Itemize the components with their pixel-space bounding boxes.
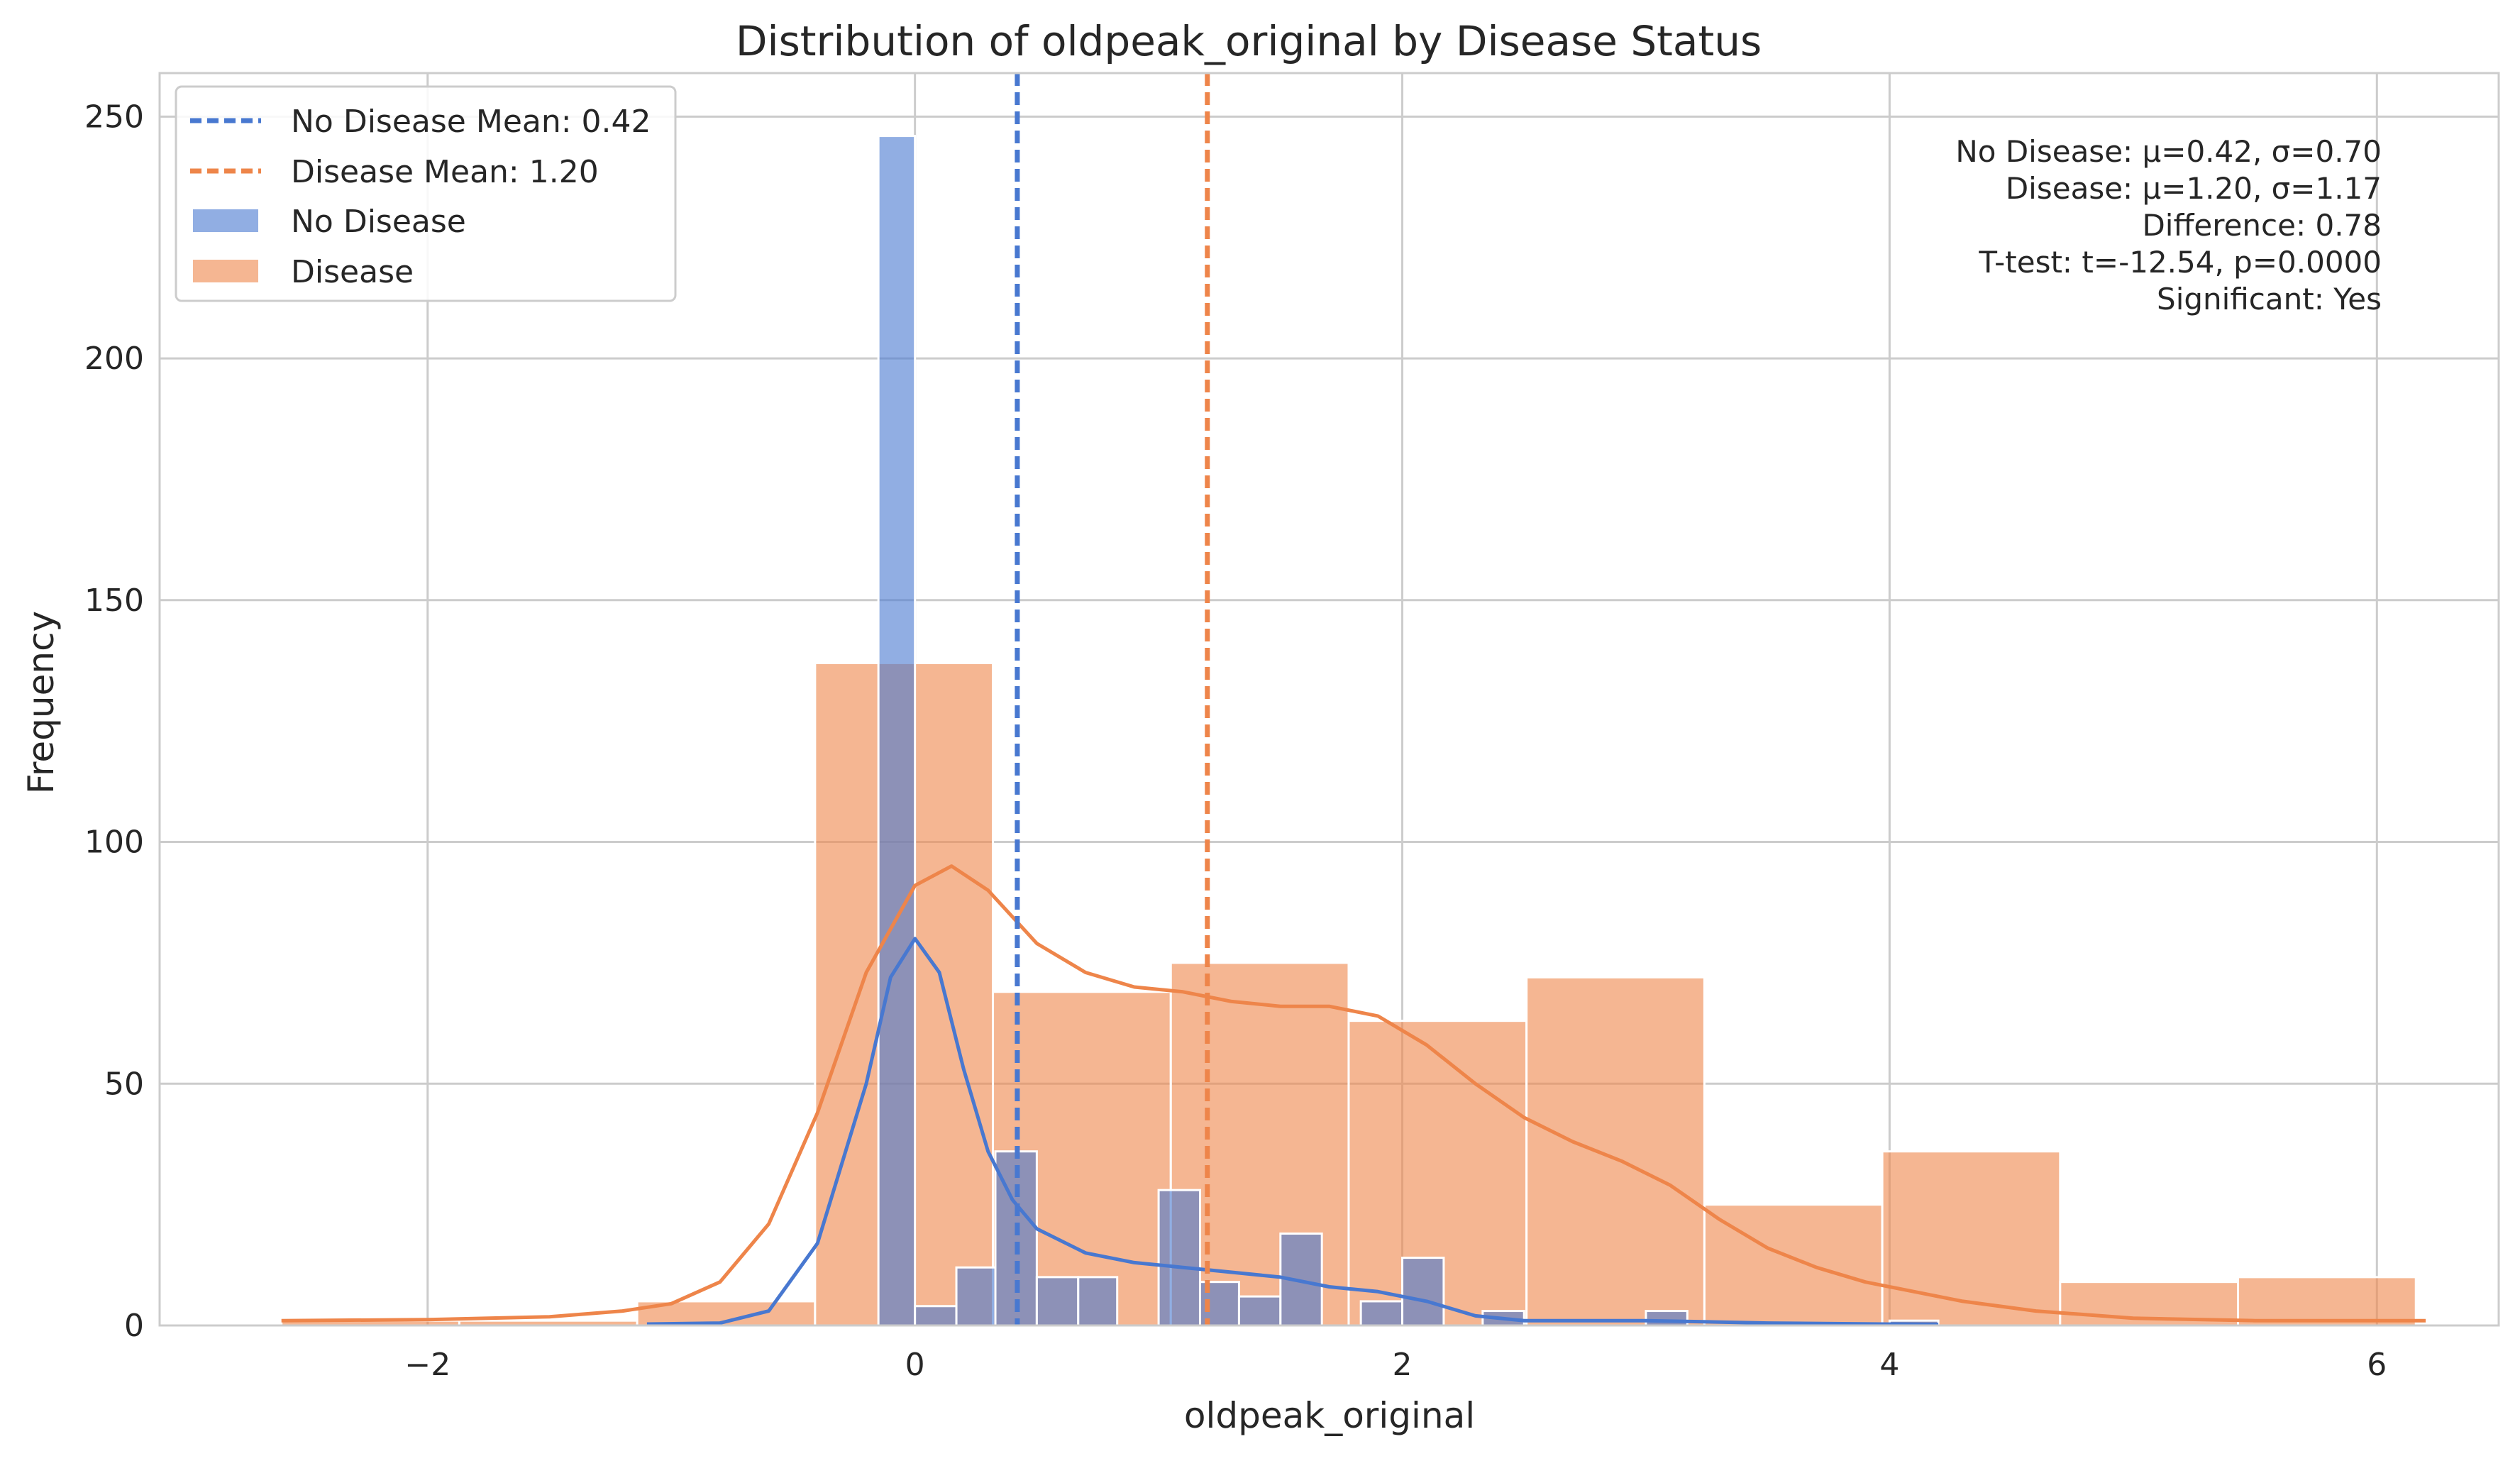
disease-histogram-bar <box>1525 976 1706 1327</box>
x-tick-label: 4 <box>1879 1347 1899 1383</box>
disease-histogram-bar <box>2237 1276 2417 1327</box>
no-disease-histogram-bar <box>1237 1295 1282 1327</box>
legend: No Disease Mean: 0.42 Disease Mean: 1.20… <box>175 85 677 302</box>
disease-kde-curve <box>281 864 2426 1323</box>
disease-histogram-bar <box>1703 1203 1884 1327</box>
stats-line-difference: Difference: 0.78 <box>2142 208 2382 243</box>
no-disease-kde-curve <box>646 937 1939 1327</box>
legend-box <box>175 85 677 302</box>
legend-label-no-disease: No Disease <box>291 204 466 240</box>
plot-frame <box>158 72 2500 1327</box>
disease-histogram-bar <box>1881 1150 2062 1327</box>
y-tick-label: 200 <box>84 341 144 377</box>
kde-curves <box>281 864 2426 1327</box>
legend-label-disease: Disease <box>291 254 414 290</box>
no-disease-histogram-bar <box>877 135 917 1327</box>
no-disease-histogram-bar <box>1401 1257 1445 1327</box>
tick-labels: −2 0 2 4 6 0 50 100 150 200 250 <box>84 99 2387 1383</box>
y-tick-label: 50 <box>104 1066 144 1102</box>
chart-title: Distribution of oldpeak_original by Dise… <box>736 17 1762 65</box>
y-tick-label: 250 <box>84 99 144 135</box>
stats-line-t-test: T-test: t=-12.54, p=0.0000 <box>1978 245 2382 280</box>
no-disease-histogram-bar <box>1359 1300 1404 1327</box>
y-axis-label: Frequency <box>21 611 62 794</box>
no-disease-histogram-bar <box>1645 1310 1689 1327</box>
x-tick-label: 6 <box>2367 1347 2387 1383</box>
x-axis-label: oldpeak_original <box>1184 1395 1475 1436</box>
no-disease-histogram-bar <box>955 1266 997 1327</box>
legend-swatch-disease <box>193 260 258 282</box>
legend-label-no-disease-mean: No Disease Mean: 0.42 <box>291 104 651 140</box>
mean-lines <box>1015 73 1210 1325</box>
x-tick-label: 2 <box>1393 1347 1413 1383</box>
no-disease-histogram-bar <box>1157 1189 1201 1327</box>
y-tick-label: 100 <box>84 825 144 861</box>
grid <box>160 73 2499 1327</box>
no-disease-histogram-bar <box>1035 1276 1080 1327</box>
no-disease-histogram-bar <box>1077 1276 1119 1327</box>
stats-line-no-disease: No Disease: μ=0.42, σ=0.70 <box>1955 134 2382 169</box>
stats-line-disease: Disease: μ=1.20, σ=1.17 <box>2006 171 2382 206</box>
legend-label-disease-mean: Disease Mean: 1.20 <box>291 154 599 190</box>
stats-line-significant: Significant: Yes <box>2157 282 2382 316</box>
stats-annotation: No Disease: μ=0.42, σ=0.70 Disease: μ=1.… <box>1955 134 2382 316</box>
x-tick-label: −2 <box>404 1347 451 1383</box>
y-tick-label: 0 <box>124 1308 144 1344</box>
x-tick-label: 0 <box>905 1347 925 1383</box>
no-disease-histogram-bar <box>914 1305 958 1327</box>
y-tick-label: 150 <box>84 583 144 619</box>
legend-swatch-no-disease <box>193 209 258 232</box>
